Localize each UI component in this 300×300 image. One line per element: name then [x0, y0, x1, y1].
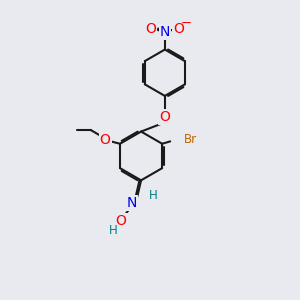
Text: O: O	[146, 22, 156, 36]
Text: −: −	[181, 17, 192, 30]
Text: Br: Br	[184, 134, 197, 146]
Text: N: N	[160, 25, 170, 39]
Text: O: O	[100, 133, 111, 147]
Text: O: O	[173, 22, 184, 36]
Text: O: O	[116, 214, 127, 228]
Text: N: N	[127, 196, 137, 210]
Text: H: H	[109, 224, 117, 237]
Text: H: H	[149, 189, 158, 202]
Text: O: O	[159, 110, 170, 124]
